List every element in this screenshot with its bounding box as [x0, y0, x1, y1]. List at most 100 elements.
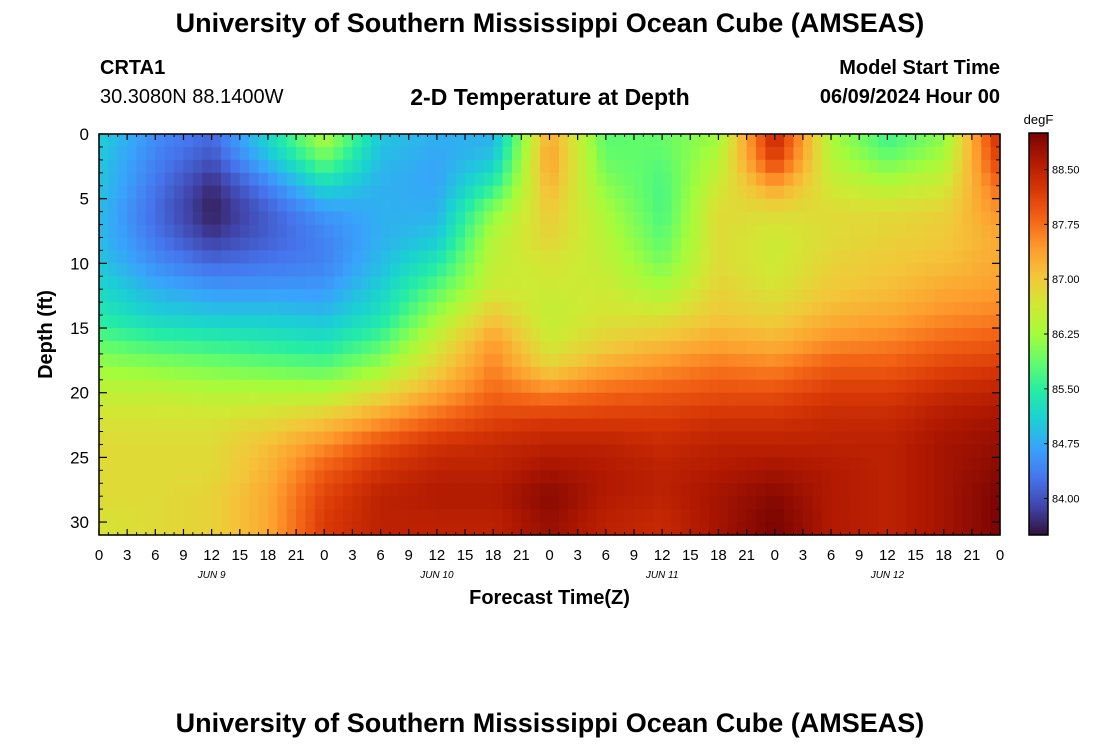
- heatmap-cell: [549, 134, 560, 148]
- heatmap-cell: [380, 366, 391, 381]
- heatmap-cell: [465, 146, 476, 161]
- heatmap-cell: [267, 509, 278, 523]
- heatmap-cell: [333, 159, 344, 174]
- heatmap-cell: [887, 457, 898, 471]
- heatmap-cell: [568, 211, 579, 226]
- heatmap-cell: [990, 405, 1001, 420]
- heatmap-cell: [587, 289, 598, 303]
- station-coordinates: 30.3080N 88.1400W: [100, 86, 284, 108]
- heatmap-cell: [333, 470, 344, 484]
- heatmap-cell: [568, 172, 579, 187]
- heatmap-cell: [859, 431, 870, 446]
- heatmap-cell: [990, 250, 1001, 264]
- heatmap-cell: [99, 159, 109, 174]
- heatmap-cell: [211, 289, 222, 303]
- heatmap-cell: [990, 185, 1001, 200]
- heatmap-cell: [774, 315, 785, 329]
- heatmap-cell: [671, 159, 682, 174]
- heatmap-cell: [352, 211, 363, 226]
- heatmap-cell: [483, 134, 494, 148]
- heatmap-cell: [915, 315, 926, 329]
- heatmap-cell: [145, 340, 156, 355]
- heatmap-cell: [821, 328, 832, 342]
- heatmap-cell: [427, 379, 438, 394]
- heatmap-cell: [812, 457, 823, 471]
- heatmap-cell: [286, 522, 297, 536]
- heatmap-cell: [211, 315, 222, 329]
- heatmap-cell: [399, 470, 410, 484]
- heatmap-cell: [465, 379, 476, 394]
- heatmap-cell: [99, 405, 109, 420]
- heatmap-cell: [418, 392, 429, 407]
- heatmap-cell: [831, 198, 842, 213]
- heatmap-cell: [155, 172, 166, 187]
- heatmap-cell: [145, 328, 156, 342]
- heatmap-cell: [418, 146, 429, 161]
- heatmap-cell: [662, 211, 673, 226]
- heatmap-cell: [784, 289, 795, 303]
- heatmap-cell: [192, 353, 203, 368]
- heatmap-cell: [671, 289, 682, 303]
- heatmap-cell: [455, 509, 466, 523]
- heatmap-cell: [652, 522, 663, 536]
- heatmap-cell: [455, 224, 466, 239]
- heatmap-cell: [389, 289, 400, 303]
- heatmap-cell: [249, 198, 260, 213]
- heatmap-cell: [877, 237, 888, 252]
- heatmap-cell: [389, 392, 400, 407]
- heatmap-cell: [709, 159, 720, 174]
- heatmap-cell: [568, 470, 579, 484]
- heatmap-cell: [530, 224, 541, 239]
- heatmap-cell: [230, 392, 241, 407]
- heatmap-cell: [145, 405, 156, 420]
- heatmap-cell: [483, 276, 494, 290]
- heatmap-cell: [314, 289, 325, 303]
- heatmap-cell: [361, 483, 372, 497]
- heatmap-cell: [934, 496, 945, 510]
- heatmap-cell: [145, 250, 156, 264]
- heatmap-cell: [436, 353, 447, 368]
- heatmap-cell: [765, 366, 776, 381]
- heatmap-cell: [305, 315, 316, 329]
- heatmap-cell: [380, 522, 391, 536]
- heatmap-cell: [99, 366, 109, 381]
- heatmap-cell: [596, 379, 607, 394]
- heatmap-cell: [624, 405, 635, 420]
- heatmap-cell: [934, 483, 945, 497]
- heatmap-cell: [483, 185, 494, 200]
- heatmap-cell: [436, 172, 447, 187]
- heatmap-cell: [502, 483, 513, 497]
- heatmap-cell: [174, 496, 185, 510]
- heatmap-cell: [652, 418, 663, 433]
- heatmap-cell: [314, 302, 325, 316]
- heatmap-cell: [277, 509, 288, 523]
- heatmap-cell: [906, 431, 917, 446]
- heatmap-cell: [99, 172, 109, 187]
- heatmap-cell: [812, 146, 823, 161]
- heatmap-cell: [906, 483, 917, 497]
- heatmap-cell: [680, 237, 691, 252]
- heatmap-cell: [643, 146, 654, 161]
- heatmap-cell: [258, 224, 269, 239]
- heatmap-cell: [690, 237, 701, 252]
- heatmap-cell: [671, 185, 682, 200]
- heatmap-cell: [821, 509, 832, 523]
- heatmap-cell: [230, 405, 241, 420]
- heatmap-cell: [239, 250, 250, 264]
- heatmap-cell: [389, 379, 400, 394]
- heatmap-cell: [755, 496, 766, 510]
- heatmap-cell: [596, 431, 607, 446]
- heatmap-cell: [596, 263, 607, 277]
- heatmap-cell: [577, 134, 588, 148]
- heatmap-cell: [202, 302, 213, 316]
- heatmap-cell: [446, 237, 457, 252]
- heatmap-cell: [352, 483, 363, 497]
- heatmap-cell: [361, 431, 372, 446]
- heatmap-cell: [427, 211, 438, 226]
- heatmap-cell: [343, 172, 354, 187]
- heatmap-cell: [343, 250, 354, 264]
- heatmap-cell: [793, 496, 804, 510]
- heatmap-cell: [793, 237, 804, 252]
- heatmap-cell: [493, 353, 504, 368]
- heatmap-cell: [643, 418, 654, 433]
